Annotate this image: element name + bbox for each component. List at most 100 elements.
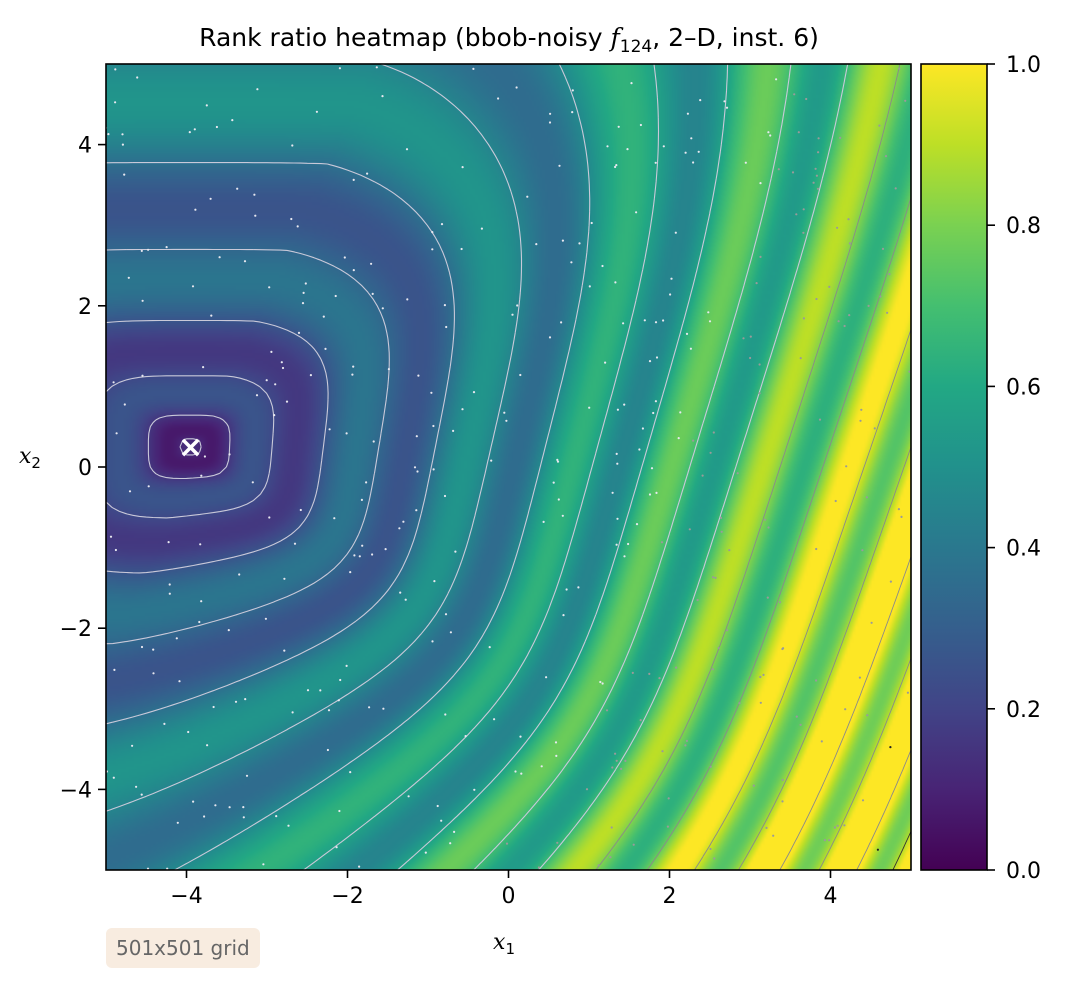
noise-speck [443,304,446,307]
contour-line [106,162,455,725]
noise-speck [417,374,420,377]
noise-speck [712,431,715,434]
noise-speck [679,411,682,414]
noise-speck [654,321,658,324]
noise-speck [335,846,338,849]
noise-speck [440,223,444,226]
noise-speck [759,701,762,704]
noise-speck [353,554,356,557]
noise-speck [136,76,139,79]
noise-speck [845,465,848,468]
noise-speck [738,702,741,705]
noise-speck [140,793,143,796]
noise-speck [365,481,368,484]
noise-speck [338,67,341,70]
noise-speck [843,824,846,827]
noise-speck [227,629,230,632]
noise-speck [590,221,593,225]
noise-speck [188,131,191,134]
noise-speck [209,197,212,200]
noise-speck [112,776,115,779]
noise-speck [611,491,614,494]
noise-speck [759,255,762,258]
noise-speck [461,166,464,169]
noise-speck [231,119,234,122]
noise-speck [759,182,762,185]
noise-speck [655,356,659,359]
noise-speck [415,435,418,438]
x-tick-label: −4 [170,884,202,909]
noise-speck [361,544,364,547]
noise-speck [900,515,903,519]
noise-speck [497,97,500,100]
noise-speck [802,231,805,234]
noise-speck [867,304,870,307]
noise-speck [620,767,623,771]
noise-speck [843,324,846,328]
noise-speck [381,307,384,310]
noise-speck [515,86,518,89]
noise-speck [176,821,179,824]
noise-speck [200,474,203,477]
noise-speck [287,824,290,827]
y-tick-label: −2 [60,617,92,642]
contour-line [397,64,729,870]
x-tick-label: 4 [824,884,838,909]
noise-speck [610,826,613,829]
noise-speck [123,403,126,406]
noise-speck [565,588,568,591]
noise-speck [684,151,687,154]
noise-speck [758,363,761,366]
noise-speck [661,750,664,753]
noise-speck [299,508,302,512]
contour-line [892,831,911,870]
noise-speck [669,293,672,296]
noise-speck [352,365,355,368]
noise-speck [626,148,629,151]
noise-speck [654,161,657,164]
noise-speck [828,839,831,842]
noise-speck [333,517,336,520]
noise-speck [797,131,800,134]
contour-line [856,749,911,870]
noise-speck [713,857,716,860]
grid-size-note: 501x501 grid [106,928,260,968]
noise-speck [795,715,798,718]
noise-speck [805,97,808,101]
noise-speck [767,526,770,529]
noise-speck [416,470,419,473]
noise-speck [140,249,143,252]
noise-speck [777,168,780,171]
noise-speck [281,366,285,370]
noise-speck [349,771,352,774]
noise-speck [114,548,117,552]
noise-speck [262,863,265,866]
noise-speck [820,740,823,743]
colorbar-tick-label: 0.2 [1006,698,1041,723]
noise-speck [859,419,862,422]
noise-speck [654,400,658,403]
noise-speck [723,100,726,103]
noise-speck [823,839,827,842]
noise-speck [113,668,116,672]
noise-speck [210,314,213,317]
noise-speck [767,131,770,134]
noise-speck [167,541,170,544]
noise-speck [375,66,378,69]
colorbar: 0.0 0.2 0.4 0.6 0.8 1.0 [920,53,1041,884]
noise-speck [253,193,256,196]
noise-speck [714,576,717,580]
noise-speck [147,248,150,251]
noise-speck [578,242,581,245]
noise-speck [516,304,519,307]
noise-speck [526,195,529,198]
optimum-marker: × [178,430,203,465]
noise-speck [338,809,341,813]
noise-speck [571,111,574,114]
noise-speck [405,148,409,151]
noise-speck [548,121,552,124]
noise-speck [631,671,634,675]
noise-speck [147,485,150,488]
noise-speck [749,356,752,360]
noise-speck [791,171,795,174]
